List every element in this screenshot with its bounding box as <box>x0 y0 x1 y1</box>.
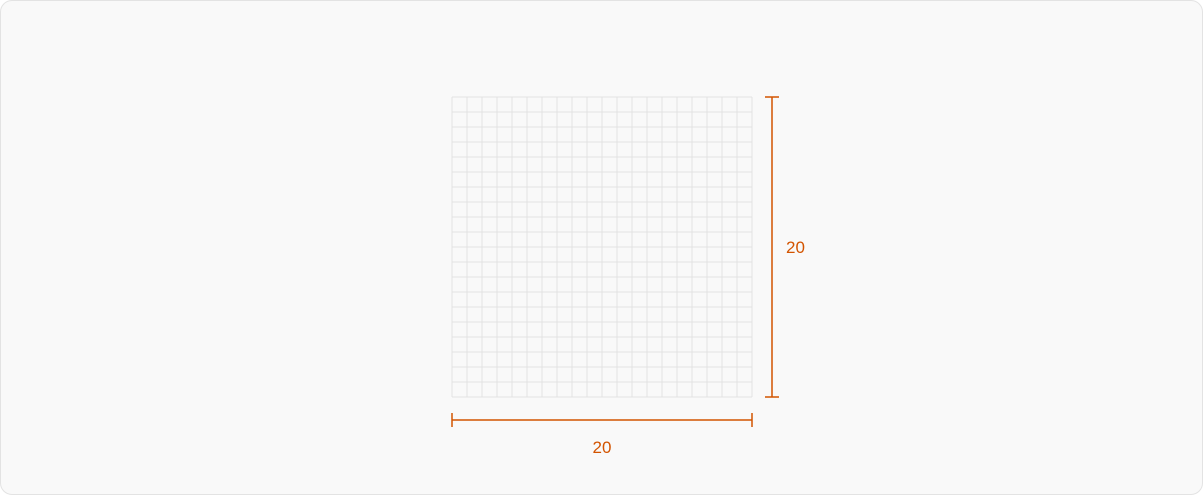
width-dimension-label: 20 <box>593 438 612 457</box>
grid <box>451 96 753 398</box>
width-dimension-line: 20 <box>451 413 753 457</box>
height-dimension-line: 20 <box>765 96 805 398</box>
height-dimension-label: 20 <box>786 238 805 257</box>
